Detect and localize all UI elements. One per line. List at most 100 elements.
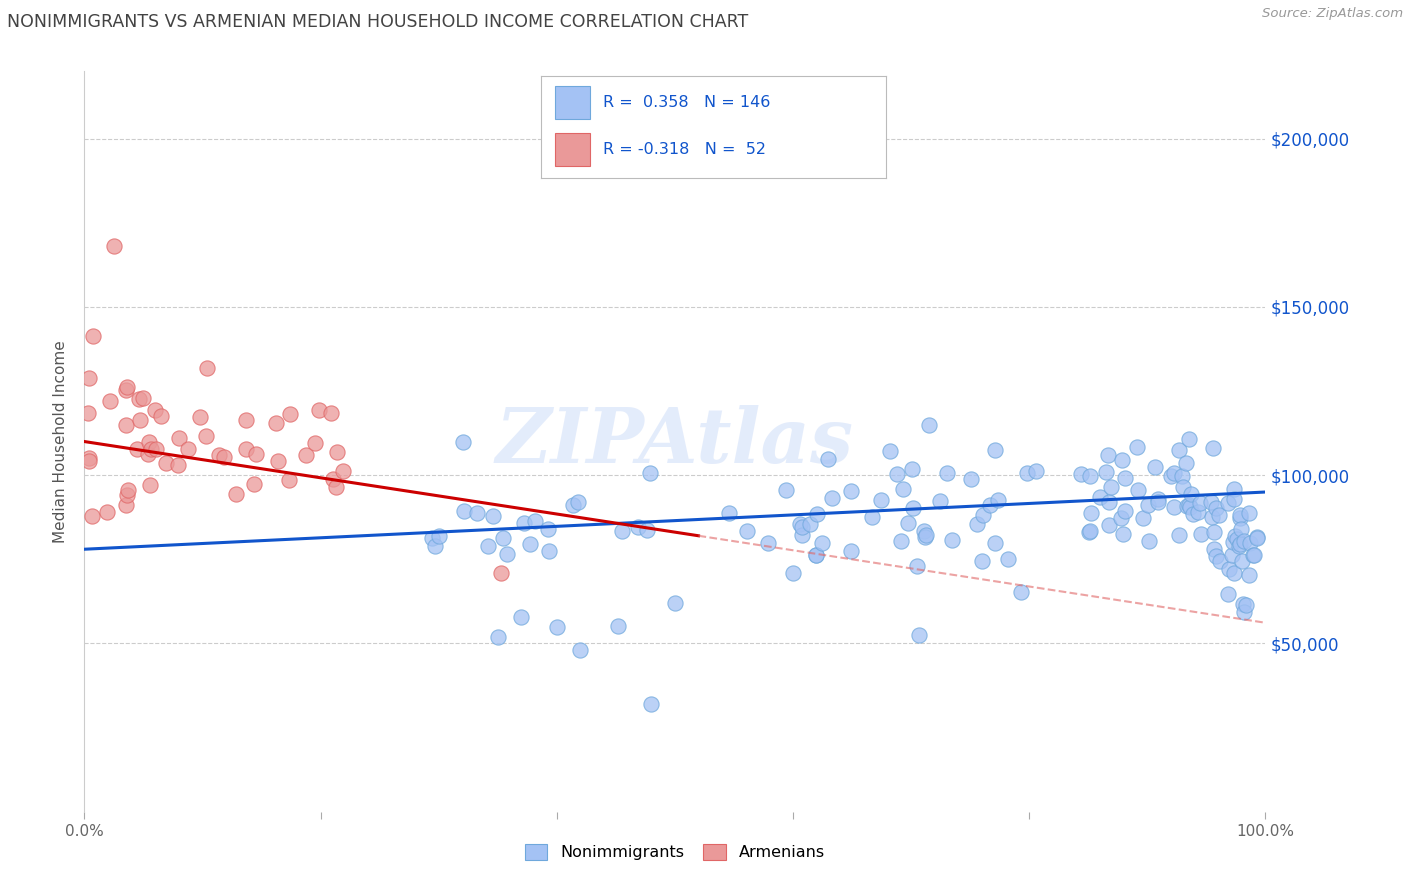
- Point: [427, 529, 450, 543]
- Point: [1178, 498, 1201, 512]
- Point: [1233, 534, 1256, 549]
- Point: [1175, 499, 1198, 513]
- Point: [799, 516, 821, 531]
- Point: [546, 619, 568, 633]
- Point: [970, 554, 993, 568]
- Point: [1239, 535, 1261, 549]
- Point: [636, 523, 658, 537]
- Text: NONIMMIGRANTS VS ARMENIAN MEDIAN HOUSEHOLD INCOME CORRELATION CHART: NONIMMIGRANTS VS ARMENIAN MEDIAN HOUSEHO…: [7, 13, 748, 31]
- Point: [278, 473, 301, 487]
- Point: [425, 539, 447, 553]
- Point: [1137, 533, 1160, 548]
- Point: [519, 537, 541, 551]
- Point: [915, 528, 938, 542]
- Point: [1077, 524, 1099, 539]
- Point: [166, 458, 188, 473]
- Point: [420, 531, 443, 545]
- Point: [537, 522, 560, 536]
- Point: [811, 535, 834, 549]
- Point: [790, 528, 813, 542]
- Point: [280, 408, 302, 422]
- Point: [1095, 465, 1118, 479]
- Point: [935, 466, 957, 480]
- Point: [245, 447, 267, 461]
- Point: [1223, 566, 1246, 580]
- Point: [879, 443, 901, 458]
- Point: [176, 442, 198, 457]
- Point: [1230, 522, 1253, 536]
- Point: [870, 492, 893, 507]
- Point: [125, 442, 148, 456]
- Point: [886, 467, 908, 481]
- Point: [195, 429, 218, 443]
- Point: [1223, 491, 1246, 506]
- Point: [1209, 554, 1232, 568]
- Point: [79, 371, 101, 385]
- Point: [1189, 496, 1212, 510]
- Point: [537, 544, 560, 558]
- Point: [308, 403, 330, 417]
- FancyBboxPatch shape: [555, 133, 589, 166]
- Point: [1204, 542, 1226, 557]
- Point: [77, 451, 100, 466]
- Point: [1098, 518, 1121, 533]
- Point: [1163, 466, 1185, 480]
- Point: [139, 442, 162, 456]
- Point: [1189, 527, 1212, 541]
- Point: [1205, 549, 1227, 563]
- Point: [1111, 511, 1133, 525]
- Point: [115, 380, 138, 394]
- Point: [1167, 442, 1189, 457]
- Point: [235, 413, 257, 427]
- Point: [1218, 562, 1240, 576]
- Point: [1220, 549, 1243, 563]
- Point: [901, 462, 924, 476]
- Point: [1078, 524, 1101, 538]
- Point: [1223, 482, 1246, 496]
- Point: [1227, 539, 1250, 553]
- Point: [1180, 487, 1202, 501]
- Point: [1182, 508, 1205, 522]
- Point: [143, 402, 166, 417]
- Point: [128, 413, 150, 427]
- Point: [212, 450, 235, 464]
- Point: [890, 534, 912, 549]
- Point: [562, 498, 585, 512]
- Point: [804, 548, 827, 562]
- Point: [821, 491, 844, 506]
- Point: [332, 464, 354, 478]
- Point: [1205, 500, 1227, 515]
- Point: [1243, 548, 1265, 562]
- Point: [1111, 452, 1133, 467]
- Point: [80, 508, 103, 523]
- Point: [1098, 495, 1121, 509]
- Legend: Nonimmigrants, Armenians: Nonimmigrants, Armenians: [519, 838, 831, 867]
- Point: [839, 544, 862, 558]
- Point: [1218, 587, 1240, 601]
- Point: [817, 451, 839, 466]
- Point: [264, 417, 287, 431]
- Point: [1132, 511, 1154, 525]
- Point: [451, 435, 474, 450]
- Text: Source: ZipAtlas.com: Source: ZipAtlas.com: [1263, 7, 1403, 21]
- Point: [640, 697, 662, 711]
- Point: [860, 510, 883, 524]
- Point: [1137, 498, 1160, 512]
- Point: [1171, 469, 1194, 483]
- Point: [82, 328, 104, 343]
- Point: [1223, 529, 1246, 543]
- Point: [496, 547, 519, 561]
- Point: [513, 516, 536, 531]
- Point: [491, 531, 513, 545]
- Point: [1229, 510, 1251, 524]
- Point: [1128, 483, 1150, 497]
- Point: [841, 483, 863, 498]
- Point: [1187, 505, 1209, 519]
- Point: [322, 472, 344, 486]
- Point: [128, 392, 150, 406]
- Point: [907, 628, 929, 642]
- Text: R =  0.358   N = 146: R = 0.358 N = 146: [603, 95, 770, 110]
- Point: [117, 487, 139, 501]
- Point: [79, 454, 101, 468]
- Point: [789, 517, 811, 532]
